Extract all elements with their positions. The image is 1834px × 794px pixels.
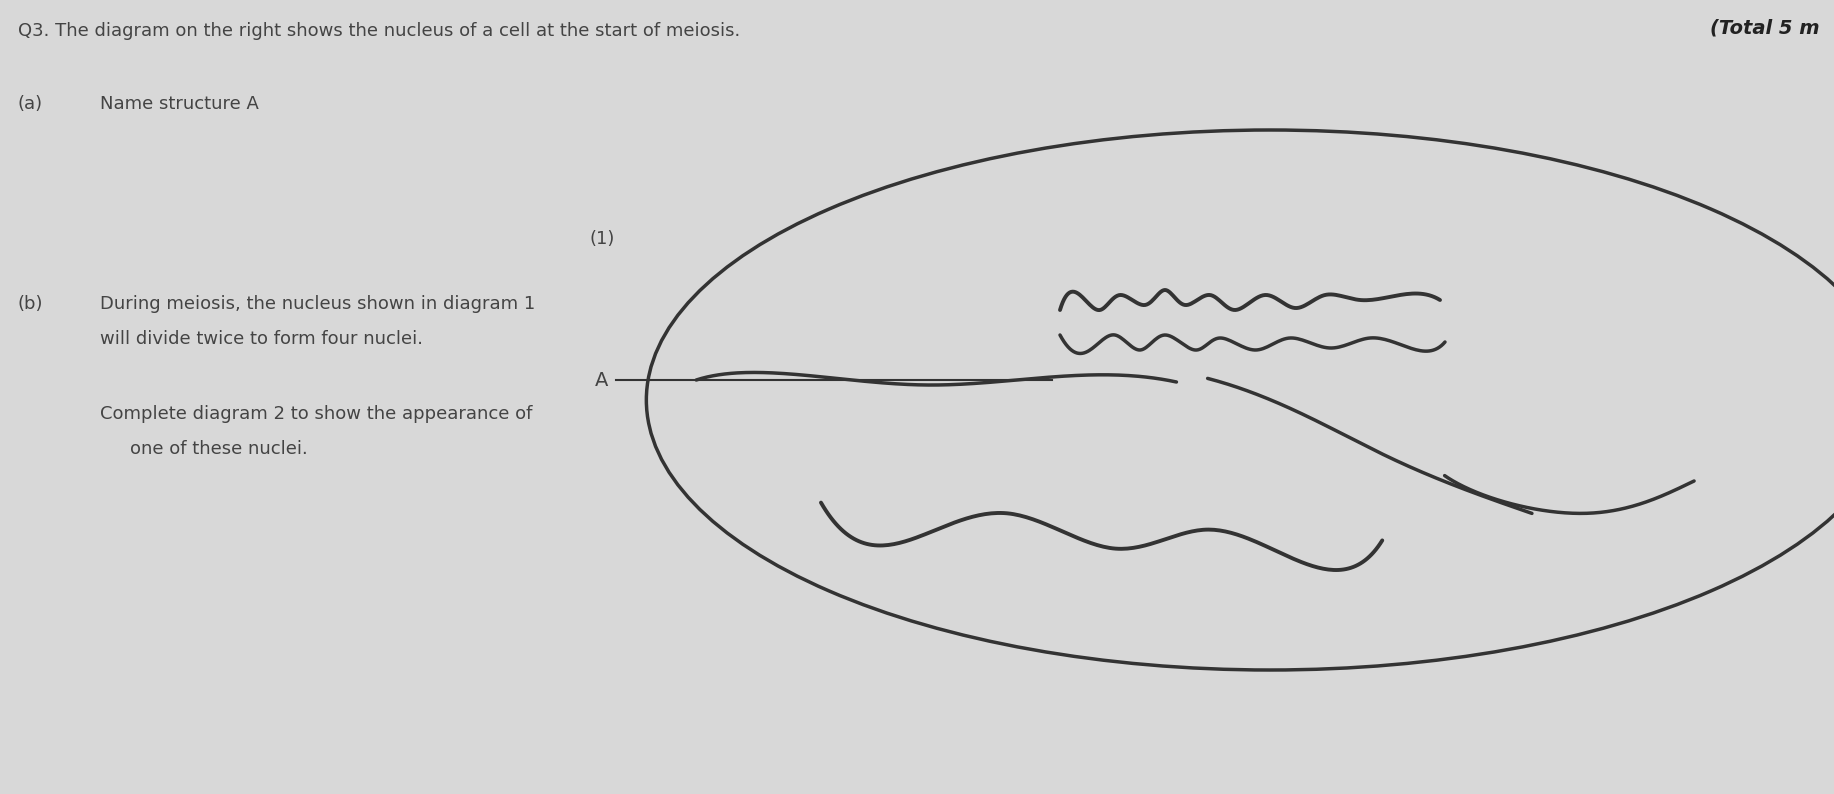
Text: (1): (1) <box>591 230 616 248</box>
Text: Name structure A: Name structure A <box>101 95 259 113</box>
Text: A: A <box>594 371 609 390</box>
Text: will divide twice to form four nuclei.: will divide twice to form four nuclei. <box>101 330 424 348</box>
Text: one of these nuclei.: one of these nuclei. <box>130 440 308 458</box>
Text: (a): (a) <box>18 95 44 113</box>
Text: Complete diagram 2 to show the appearance of: Complete diagram 2 to show the appearanc… <box>101 405 532 423</box>
Text: (b): (b) <box>18 295 44 313</box>
Text: (Total 5 m: (Total 5 m <box>1711 18 1819 37</box>
Text: During meiosis, the nucleus shown in diagram 1: During meiosis, the nucleus shown in dia… <box>101 295 536 313</box>
Text: Q3. The diagram on the right shows the nucleus of a cell at the start of meiosis: Q3. The diagram on the right shows the n… <box>18 22 741 40</box>
